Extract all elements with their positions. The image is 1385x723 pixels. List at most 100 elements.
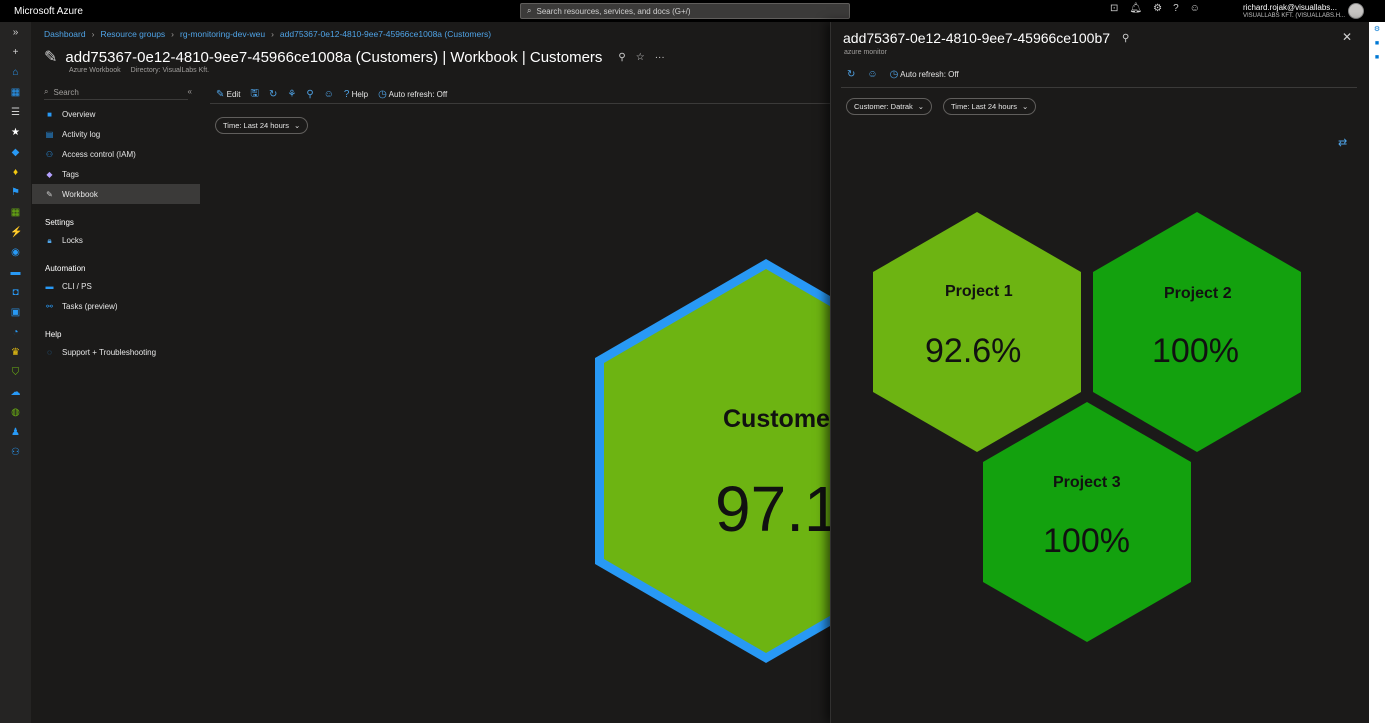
settings-gear-icon[interactable]: ⚙ [1153,3,1163,14]
nav-item-label: Tags [62,169,79,179]
nav-item-tasks[interactable]: ⚯ Tasks (preview) [32,296,200,316]
feedback-icon[interactable]: ☺ [867,69,878,80]
swap-arrows-icon[interactable]: ⇄ [1338,137,1348,149]
project-hex-3[interactable]: Project 3 100% [983,402,1191,642]
monitor-icon[interactable]: ◉ [11,247,20,258]
customer-detail-pane: add75367-0e12-4810-9ee7-45966ce100b7 ⚲ a… [830,22,1369,723]
resource-groups-icon[interactable]: ◆ [11,147,20,158]
create-resource-icon[interactable]: + [12,47,19,58]
breadcrumb-resource-group[interactable]: rg-monitoring-dev-weu [180,29,266,39]
outlook-icon[interactable]: ■ [1374,40,1380,47]
user-icon[interactable]: ♟ [11,427,20,438]
user-account[interactable]: richard.rojak@visuallabs... VISUALLABS K… [1243,3,1345,21]
workbook-pencil-icon: ✎ [44,49,58,66]
share-icon[interactable]: ⚘ [287,89,297,100]
global-search-input[interactable]: ⌕ Search resources, services, and docs (… [520,3,850,19]
pane-title: add75367-0e12-4810-9ee7-45966ce100b7 [843,30,1111,46]
trophy-icon[interactable]: ♛ [11,347,20,358]
feedback-icon[interactable]: ☺ [323,89,334,100]
dashboard-icon[interactable]: ▦ [10,87,21,98]
speed-icon[interactable]: ◔ [12,327,19,338]
nav-item-tags[interactable]: ◆ Tags [32,164,200,184]
edit-button[interactable]: ✎ Edit [216,89,240,100]
chevron-down-icon: ⌄ [294,121,301,130]
project-hex-1[interactable]: Project 1 92.6% [873,212,1081,452]
sql-icon[interactable]: ◘ [12,287,19,298]
nav-item-support[interactable]: ◌ Support + Troubleshooting [32,342,200,362]
support-icon: ◌ [47,347,52,357]
customer-hex-tile[interactable] [604,269,830,653]
more-options-icon[interactable]: ··· [654,51,665,63]
all-services-icon[interactable]: ☰ [11,107,20,118]
pin-icon[interactable]: ⚲ [1122,32,1130,44]
directory-label: Directory: VisualLabs Kft. [130,67,210,74]
avatar[interactable] [1348,3,1364,19]
customer-hex-value: 97.1% [715,473,830,545]
cloud-shell-icon[interactable]: ⊡ [1110,3,1119,14]
app-services-icon[interactable]: ⚑ [11,187,20,198]
customer-parameter[interactable]: Customer: Datrak ⌄ [846,98,933,115]
activity-log-icon: ▤ [45,129,54,139]
save-icon[interactable]: 🖫︎ [250,88,259,99]
nav-item-iam[interactable]: ⚇ Access control (IAM) [32,144,200,164]
key-icon[interactable]: ♦ [12,167,19,178]
help-button[interactable]: ? Help [344,89,368,100]
portal-icon-rail: » + ⌂ ▦ ☰ ★ ◆ ♦ ⚑ ▦ ⚡ ◉ ▬ ◘ ▣ ◔ ♛ ⛉ ☁ ◍ … [0,22,32,723]
users-icon[interactable]: ⚇ [11,447,20,458]
cloud-icon[interactable]: ☁ [10,387,21,398]
nav-item-workbook[interactable]: ✎ Workbook [32,184,200,204]
nav-item-locks[interactable]: 🔒︎ Locks [32,230,200,250]
menu-search-input[interactable]: ⌕ Search « [44,85,192,100]
resource-menu: ⌕ Search « ■ Overview ▤ Activity log ⚇ A… [32,85,200,362]
function-icon[interactable]: ⚡ [10,227,23,238]
nav-item-label: Locks [62,235,83,245]
time-range-parameter[interactable]: Time: Last 24 hours ⌄ [943,98,1037,115]
all-resources-icon[interactable]: ▦ [10,207,21,218]
brand-label[interactable]: Microsoft Azure [14,5,83,17]
chevron-right-icon: › [91,29,95,39]
expand-menu-icon[interactable]: » [12,27,19,38]
favorites-star-icon[interactable]: ★ [11,127,20,138]
nav-item-overview[interactable]: ■ Overview [32,104,200,124]
security-shield-icon[interactable]: ⛉ [11,367,20,378]
breadcrumb-resource-groups[interactable]: Resource groups [100,29,166,39]
project-hex-tile[interactable] [1093,212,1301,452]
page-subtitle: Azure Workbook Directory: VisualLabs Kft… [69,67,209,74]
time-range-label: Time: Last 24 hours [951,102,1018,111]
tasks-icon: ⚯ [46,301,53,311]
project-hex-2[interactable]: Project 2 100% [1093,212,1301,452]
project-hex-tile[interactable] [983,402,1191,642]
refresh-icon[interactable]: ↻ [847,69,856,80]
pane-subtitle: azure monitor [844,49,887,56]
search-icon: ⌕ [527,6,532,15]
feedback-icon[interactable]: ☺ [1189,3,1200,14]
notifications-icon[interactable]: 🔔︎ [1129,3,1143,14]
customer-hex-label: Customer 1 [723,405,830,433]
pin-icon[interactable]: ⚲ [306,89,314,100]
time-range-parameter[interactable]: Time: Last 24 hours ⌄ [215,117,309,134]
circle-icon[interactable]: ◍ [11,407,20,418]
vm-icon[interactable]: ▣ [10,307,21,318]
nav-item-activity-log[interactable]: ▤ Activity log [32,124,200,144]
breadcrumb-dashboard[interactable]: Dashboard [44,29,86,39]
favorite-star-icon[interactable]: ☆ [635,51,645,63]
refresh-icon[interactable]: ↻ [268,89,278,100]
storage-icon[interactable]: ▬ [10,267,21,278]
home-icon[interactable]: ⌂ [12,67,19,78]
gear-icon[interactable]: ⚙ [1373,26,1381,33]
pencil-icon: ✎ [46,189,53,199]
pin-icon[interactable]: ⚲ [618,51,626,63]
collapse-menu-icon[interactable]: « [187,87,192,96]
user-tenant: VISUALLABS KFT. (VISUALLABS.H... [1243,13,1346,19]
auto-refresh-button[interactable]: ◷ Auto refresh: Off [378,89,447,100]
clock-icon: ◷ [889,69,899,80]
nav-section-help: Help [45,330,62,339]
auto-refresh-button[interactable]: ◷ Auto refresh: Off [890,69,959,80]
chevron-right-icon: › [271,29,274,39]
breadcrumb-workbook[interactable]: add75367-0e12-4810-9ee7-45966ce1008a (Cu… [279,29,492,39]
close-icon[interactable]: ✕ [1342,30,1353,44]
nav-item-cli-ps[interactable]: ▬ CLI / PS [32,276,200,296]
project-hex-tile[interactable] [873,212,1081,452]
help-icon[interactable]: ? [1173,3,1179,14]
teams-icon[interactable]: ■ [1374,54,1380,61]
